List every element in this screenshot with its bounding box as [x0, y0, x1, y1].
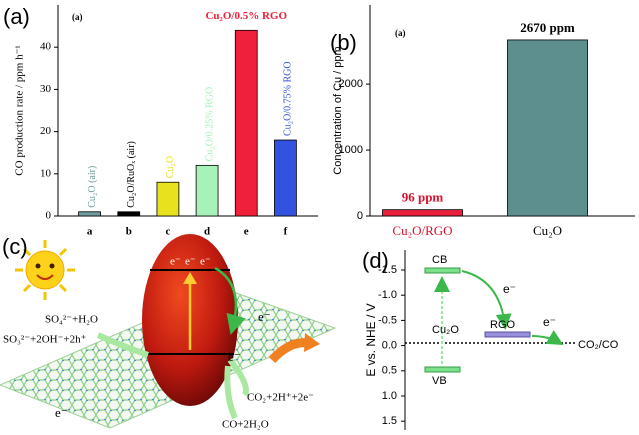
x-tick-label: b	[126, 226, 132, 238]
x-tick-label: f	[284, 226, 288, 238]
bar-label: Cu₂O/0.5% RGO	[205, 10, 287, 22]
x-tick-label: d	[204, 226, 210, 238]
y-tick-label: 1000	[339, 144, 363, 156]
x-tick-label: e	[244, 226, 249, 238]
axis-tick-label: -1.5	[378, 264, 397, 276]
bar-label: Cu₂O/RuOₓ (air)	[126, 141, 137, 208]
redox-label: CO₂/CO	[578, 339, 619, 351]
panel-label: (c)	[2, 234, 28, 259]
arrow-head	[304, 333, 320, 352]
y-tick-label: 40	[40, 41, 52, 53]
bar-label: Cu₂O	[165, 156, 176, 178]
x-tick-label: a	[87, 226, 93, 238]
bar-label: Cu₂O (air)	[87, 166, 98, 208]
transfer-arrow	[531, 330, 564, 346]
axis-tick-label: 1.0	[382, 390, 397, 402]
inset-label: (a)	[72, 12, 83, 22]
axis-tick-label: -0.5	[378, 314, 397, 326]
band-label: VB	[432, 375, 447, 387]
bar	[234, 29, 258, 217]
cb-band	[424, 267, 461, 274]
electron: e⁻	[228, 349, 241, 364]
arrow-head	[183, 272, 197, 284]
reaction-text: CO+2H₂O	[222, 419, 269, 431]
y-axis-label: Concentration of Cu / ppm	[332, 46, 344, 174]
reaction-text: CO₂+2H⁺+2e⁻	[247, 392, 314, 404]
panel-label: (a)	[3, 4, 30, 29]
y-tick-label: 20	[40, 125, 52, 137]
rgo-band	[484, 331, 531, 338]
electron: e⁻	[503, 282, 516, 296]
electron-arrow	[214, 266, 246, 335]
inset-label: (a)	[395, 28, 406, 38]
x-tick-label: Cu₂O	[533, 223, 562, 238]
axis-tick-label: 0.5	[382, 365, 397, 377]
material-label: RGO	[490, 319, 516, 331]
y-tick-label: 2000	[339, 78, 363, 90]
y-tick-label: 0	[46, 210, 52, 222]
sun	[15, 240, 75, 300]
electron: e⁻	[55, 405, 68, 420]
bar-label: Cu₂O/0.75% RGO	[283, 61, 294, 136]
band-label: CB	[432, 254, 447, 266]
electron: e⁻	[200, 256, 211, 268]
bar	[195, 164, 219, 217]
bar	[156, 181, 180, 217]
bar	[382, 209, 463, 217]
bar-label: Cu₂O/0.25% RGO	[204, 87, 215, 162]
product-arrow	[224, 365, 238, 420]
y-tick-label: 30	[40, 83, 52, 95]
diagram-d: (d) E vs. NHE / V CB VB Cu₂O RGO e⁻ e⁻ C…	[362, 248, 619, 430]
hole-arrow	[96, 332, 150, 358]
reaction-text: SO₄²⁻+H₂O	[45, 314, 98, 326]
axis-label: E vs. NHE / V	[364, 303, 378, 376]
electron: e⁻	[258, 309, 271, 324]
material-label: Cu₂O	[432, 324, 459, 336]
y-axis-label: CO production rate / ppm h⁻¹	[14, 45, 26, 175]
electron: e⁻	[185, 256, 196, 268]
axis-tick-label: -1.0	[378, 289, 397, 301]
y-tick-label: 0	[357, 210, 363, 222]
panel-label: (d)	[362, 248, 389, 273]
value-label: 96 ppm	[402, 190, 444, 205]
bar	[274, 139, 297, 217]
panel-label: (b)	[330, 30, 357, 55]
reaction-text: SO₃²⁻+2OH⁻+2h⁺	[3, 334, 87, 346]
transfer-arrow	[461, 270, 512, 330]
diagram-c: e⁻ e⁻ e⁻ (c) SO₄²⁻+H₂O SO₃²⁻+2OH⁻+2h⁺ e⁻…	[0, 234, 337, 431]
axis-tick-label: 0.0	[382, 340, 397, 352]
bar	[507, 39, 588, 217]
bar	[78, 211, 101, 217]
vb-band	[424, 366, 461, 373]
axis-tick-label: 1.5	[382, 415, 397, 427]
y-tick-label: 10	[40, 167, 52, 179]
electron: e⁻	[170, 256, 181, 268]
bar	[117, 211, 141, 217]
x-tick-label: Cu₂O/RGO	[392, 223, 452, 238]
value-label: 2670 ppm	[520, 20, 575, 35]
reduction-arrow	[227, 358, 249, 397]
x-tick-label: c	[165, 226, 170, 238]
electron: e⁻	[543, 315, 556, 329]
